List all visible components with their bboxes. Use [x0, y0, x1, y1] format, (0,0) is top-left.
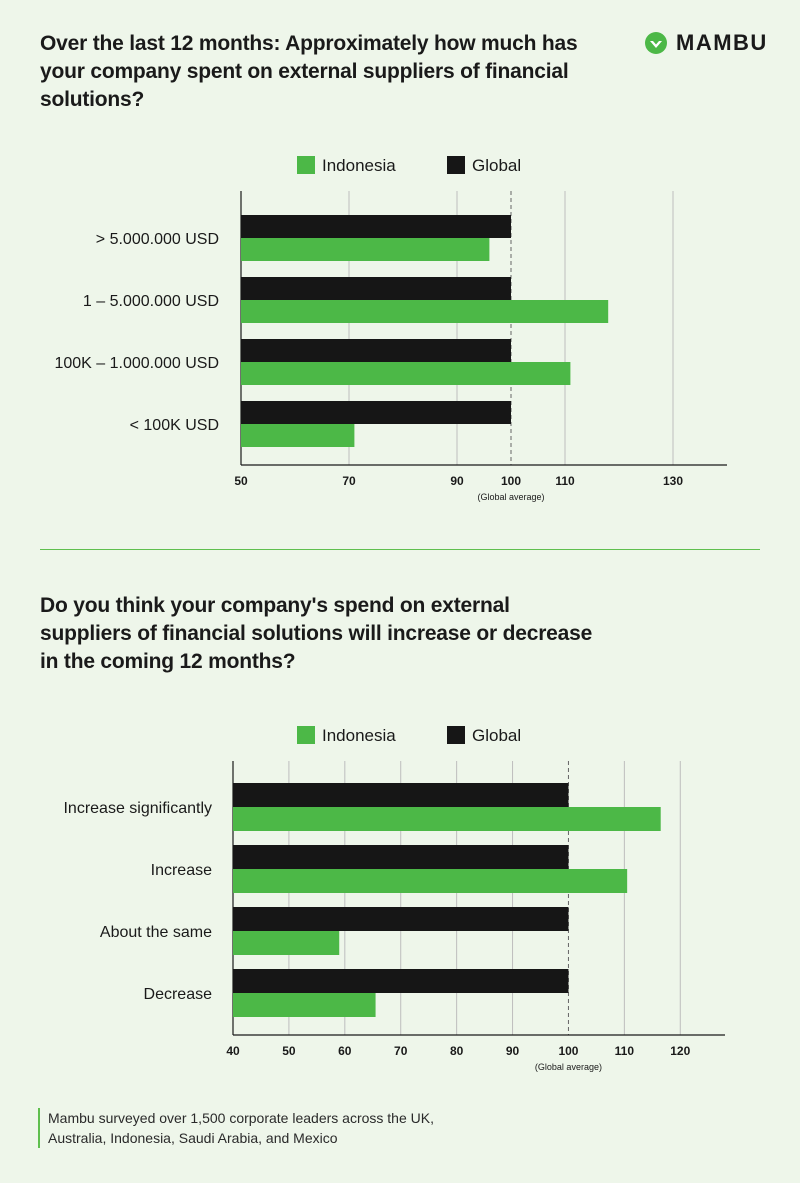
category-label-increase-significantly: Increase significantly	[63, 800, 212, 817]
bar-global-5-000-000-usd	[241, 215, 511, 238]
category-label-100k-usd: < 100K USD	[130, 417, 219, 434]
category-label-1-5-000-000-usd: 1 – 5.000.000 USD	[83, 293, 219, 310]
x-tick-label-70: 70	[394, 1044, 408, 1058]
legend-label-indonesia: Indonesia	[322, 156, 396, 175]
bar-global-1-5-000-000-usd	[241, 277, 511, 300]
legend-label-global: Global	[472, 726, 521, 745]
bar-indonesia-1-5-000-000-usd	[241, 300, 609, 323]
reference-line-label: (Global average)	[477, 492, 544, 502]
bar-global-increase-significantly	[233, 783, 569, 807]
chart-1: Indonesia Global 50 70 90 100 110 130 (Global av…	[54, 156, 727, 502]
bar-indonesia-5-000-000-usd	[241, 238, 490, 261]
category-label-5-000-000-usd: > 5.000.000 USD	[96, 231, 219, 248]
x-tick-label-50: 50	[234, 474, 248, 488]
legend-swatch-global	[447, 156, 465, 174]
x-tick-label-100: 100	[558, 1044, 578, 1058]
legend-swatch-indonesia	[297, 726, 315, 744]
x-tick-label-70: 70	[342, 474, 356, 488]
x-tick-label-50: 50	[282, 1044, 296, 1058]
x-tick-label-100: 100	[501, 474, 521, 488]
bar-global-increase	[233, 845, 569, 869]
bar-indonesia-decrease	[233, 993, 376, 1017]
bar-global-100k-usd	[241, 401, 511, 424]
mambu-logo-icon	[645, 32, 667, 54]
x-tick-label-60: 60	[338, 1044, 352, 1058]
x-tick-label-110: 110	[615, 1044, 635, 1058]
chart-1-title: Over the last 12 months: Approximately h…	[40, 32, 578, 111]
x-tick-label-80: 80	[450, 1044, 464, 1058]
x-tick-label-40: 40	[226, 1044, 240, 1058]
category-label-100k-1-000-000-usd: 100K – 1.000.000 USD	[54, 355, 219, 372]
footnote: Mambu surveyed over 1,500 corporate lead…	[38, 1108, 468, 1148]
section-divider	[40, 549, 760, 550]
reference-line-label: (Global average)	[535, 1062, 602, 1072]
bar-indonesia-increase	[233, 869, 628, 893]
legend-swatch-global	[447, 726, 465, 744]
category-label-about-the-same: About the same	[100, 924, 212, 941]
legend-label-indonesia: Indonesia	[322, 726, 396, 745]
bar-indonesia-about-the-same	[233, 931, 340, 955]
category-label-increase: Increase	[151, 862, 212, 879]
mambu-logo: MAMBU	[644, 30, 768, 56]
x-tick-label-130: 130	[663, 474, 683, 488]
legend-swatch-indonesia	[297, 156, 315, 174]
bar-global-decrease	[233, 969, 569, 993]
bar-global-100k-1-000-000-usd	[241, 339, 511, 362]
bar-indonesia-100k-1-000-000-usd	[241, 362, 571, 385]
chart-2: Indonesia Global 40 50 60 70 80 90 100 110 120 (Glo…	[63, 726, 725, 1072]
legend-label-global: Global	[472, 156, 521, 175]
category-label-decrease: Decrease	[144, 986, 213, 1003]
mambu-logo-text: MAMBU	[676, 30, 768, 55]
x-tick-label-110: 110	[555, 474, 575, 488]
bar-global-about-the-same	[233, 907, 569, 931]
chart-2-title: Do you think your company's spend on ext…	[40, 594, 593, 673]
x-tick-label-120: 120	[670, 1044, 690, 1058]
bar-indonesia-increase-significantly	[233, 807, 661, 831]
x-tick-label-90: 90	[450, 474, 464, 488]
bar-indonesia-100k-usd	[241, 424, 355, 447]
x-tick-label-90: 90	[506, 1044, 520, 1058]
